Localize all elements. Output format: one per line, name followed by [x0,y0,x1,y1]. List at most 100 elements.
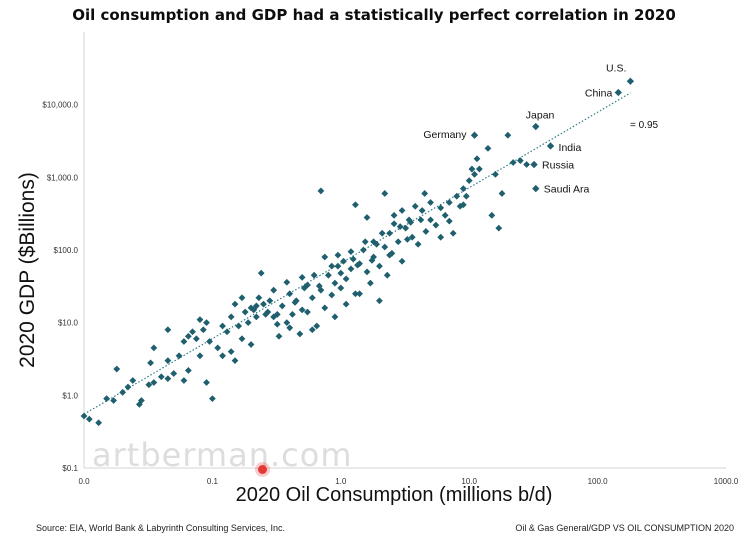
y-tick-label: $10,000.0 [42,101,78,110]
data-point [352,290,359,298]
data-point [504,131,512,139]
data-point [398,257,406,265]
data-point [321,253,329,261]
data-point [381,243,389,251]
data-point-labeled [532,122,540,131]
data-point [244,319,252,327]
data-point [289,310,296,318]
data-point [492,170,499,178]
data-point [363,214,371,221]
data-point [432,221,440,229]
data-point [214,344,222,352]
data-point [386,251,394,259]
data-point [308,326,316,334]
data-point [390,211,398,219]
data-point [328,291,336,299]
data-point [488,211,496,219]
data-point [334,251,342,259]
data-point [175,352,183,360]
data-point [462,192,470,200]
data-point [283,319,291,327]
data-point [407,218,415,226]
data-point [328,262,336,270]
data-point [334,262,342,270]
data-point-labeled [546,142,555,150]
data-point [209,395,216,403]
data-point [437,233,445,241]
data-point [298,306,306,314]
data-point [417,216,425,224]
data-point [257,269,265,277]
data-point [129,377,137,384]
data-point [238,335,246,343]
data-point [363,268,371,276]
data-point [376,297,383,305]
data-point-labeled [614,88,622,97]
data-point [219,352,226,360]
source-note: Source: EIA, World Bank & Labyrinth Cons… [36,523,285,533]
data-point [317,187,325,195]
data-point [286,324,294,332]
data-point [286,290,294,298]
data-point [386,229,394,237]
data-point [304,281,311,289]
data-point [164,357,172,365]
data-point [427,216,434,224]
data-point [445,199,453,206]
data-point [266,297,274,305]
data-point [113,365,121,373]
data-point [95,419,103,427]
data-point [396,223,404,230]
data-point [422,228,430,235]
data-point [337,284,345,292]
data-point [421,190,429,197]
data-point [196,352,204,360]
data-point [321,304,329,312]
data-point-labeled [470,131,479,139]
data-point-labeled [532,184,540,193]
data-point [360,246,367,254]
data-point [390,220,398,228]
data-point [184,332,192,340]
data-point [441,211,449,219]
data-point [238,294,246,302]
data-point [394,238,402,246]
data-point [199,326,207,334]
data-point [278,302,286,310]
data-point [227,348,235,355]
y-tick-label: $1,000.0 [47,173,79,182]
data-point [223,328,231,336]
data-point [298,273,306,281]
data-point [255,294,263,302]
data-point [103,395,111,403]
data-point [147,359,154,367]
data-point [80,412,88,420]
x-tick-label: 1.0 [335,477,347,486]
data-point [235,322,243,330]
data-point [337,269,345,277]
y-tick-label: $10.0 [58,319,79,328]
data-point [192,335,200,343]
data-point [427,199,434,206]
point-label: Japan [526,110,555,122]
data-point-labeled [530,160,538,169]
data-point [347,248,355,256]
data-point [459,185,467,192]
data-point [453,192,461,200]
data-point [119,388,127,396]
r-squared-label: = 0.95 [630,120,659,131]
x-tick-label: 100.0 [588,477,609,486]
data-point [403,235,411,243]
data-point [247,304,255,312]
data-point [150,379,158,386]
data-point [349,255,357,263]
data-point [170,370,178,377]
point-label: Germany [423,129,467,141]
point-label: U.S. [606,62,626,74]
point-label: Saudi Ara [544,184,590,196]
data-point [352,201,359,209]
data-point [331,313,339,321]
data-point [378,229,386,237]
data-point [85,415,93,423]
data-point [465,177,473,185]
